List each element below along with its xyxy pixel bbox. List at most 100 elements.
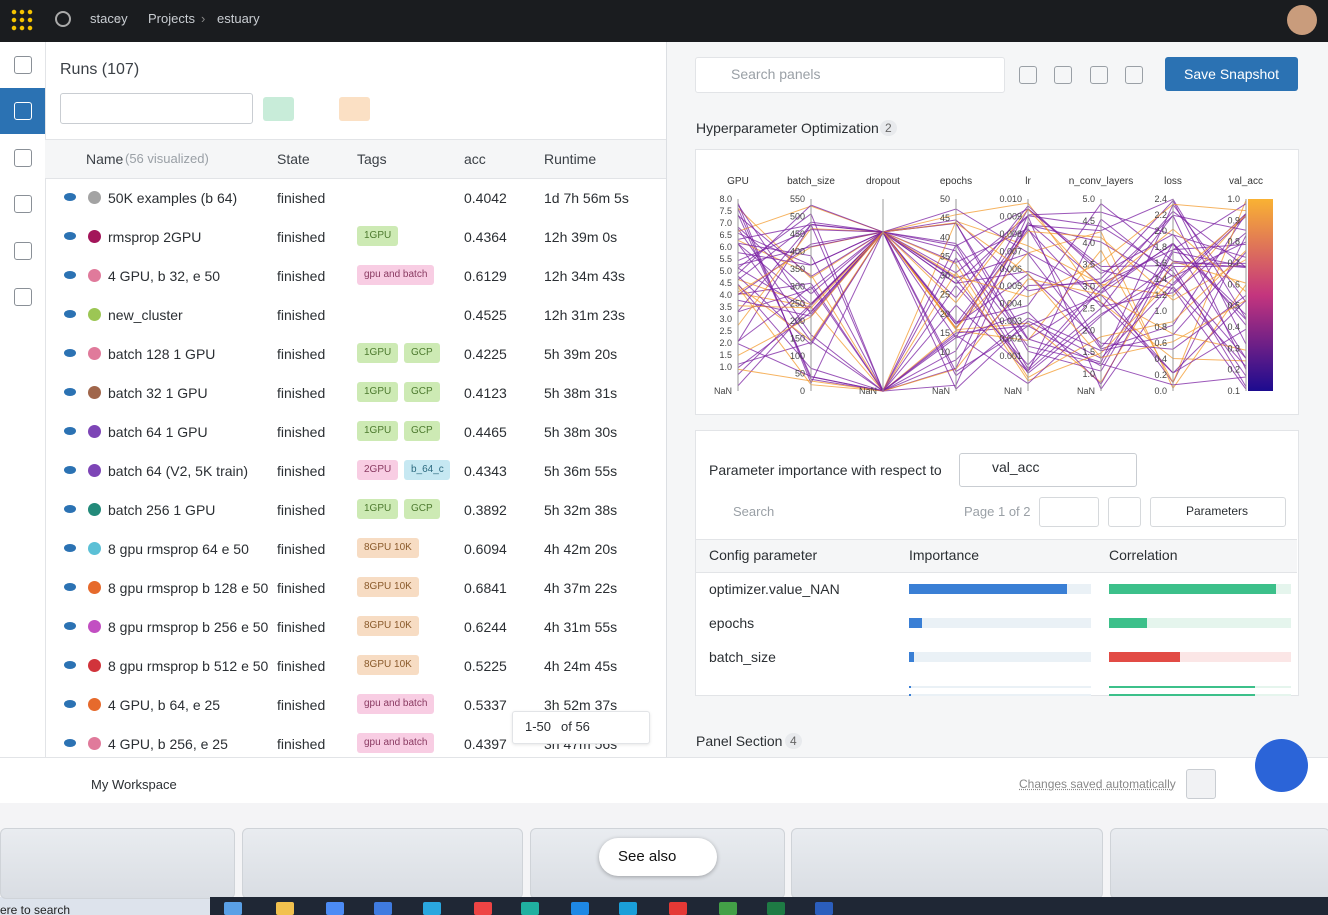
undo-btn[interactable] [1186, 769, 1216, 799]
run-acc: 0.6244 [464, 619, 507, 635]
see-also[interactable]: See also [599, 838, 717, 876]
taskbar-icon[interactable] [423, 902, 441, 915]
taskbar-icon[interactable] [224, 902, 242, 915]
runs-search[interactable] [60, 93, 253, 124]
run-name[interactable]: rmsprop 2GPU [108, 229, 202, 245]
metric-value[interactable]: val_acc [992, 459, 1040, 475]
taskbar-search[interactable]: ere to search [0, 903, 71, 915]
thumbnail[interactable] [1110, 828, 1328, 899]
importance-search[interactable]: Search [733, 504, 775, 519]
eye-icon[interactable] [64, 505, 76, 513]
taskbar-icon[interactable] [571, 902, 589, 915]
section-title[interactable]: Panel Section [696, 733, 783, 749]
search-icon[interactable] [55, 11, 71, 27]
taskbar-icon[interactable] [669, 902, 687, 915]
sidebar-icon[interactable] [14, 288, 32, 306]
avatar[interactable] [1287, 5, 1317, 35]
eye-icon[interactable] [64, 388, 76, 396]
list-btn[interactable] [1108, 497, 1141, 527]
toolbar-icon[interactable] [1125, 66, 1143, 84]
run-name[interactable]: batch 64 (V2, 5K train) [108, 463, 249, 479]
panel-search[interactable] [695, 57, 1005, 93]
eye-icon[interactable] [64, 544, 76, 552]
run-name[interactable]: 8 gpu rmsprop b 256 e 50 [108, 619, 269, 635]
thumbnail[interactable] [0, 828, 235, 899]
eye-icon[interactable] [64, 661, 76, 669]
run-name[interactable]: new_cluster [108, 307, 183, 323]
column-header[interactable]: Config parameter [709, 547, 818, 563]
column-header[interactable]: Correlation [1109, 547, 1178, 563]
track [909, 618, 1091, 628]
breadcrumb[interactable]: Projects [148, 11, 195, 26]
toolbar-icon[interactable] [1054, 66, 1072, 84]
run-name[interactable]: batch 256 1 GPU [108, 502, 216, 518]
run-name[interactable]: batch 32 1 GPU [108, 385, 208, 401]
eye-icon[interactable] [64, 739, 76, 747]
eye-icon[interactable] [64, 466, 76, 474]
decorative-line [737, 208, 1247, 392]
sidebar-icon[interactable] [14, 242, 32, 260]
taskbar-icon[interactable] [521, 902, 539, 915]
taskbar-icon[interactable] [815, 902, 833, 915]
column-header[interactable]: State [277, 151, 310, 167]
eye-icon[interactable] [64, 583, 76, 591]
run-name[interactable]: batch 128 1 GPU [108, 346, 216, 362]
column-header[interactable]: Importance [909, 547, 980, 563]
run-name[interactable]: 4 GPU, b 64, e 25 [108, 697, 221, 713]
run-name[interactable]: 8 gpu rmsprop b 512 e 50 [108, 658, 269, 674]
taskbar-icon[interactable] [374, 902, 392, 915]
sidebar-icon[interactable] [14, 102, 32, 120]
run-name[interactable]: 4 GPU, b 256, e 25 [108, 736, 228, 752]
breadcrumb[interactable]: stacey [90, 11, 128, 26]
run-name[interactable]: 4 GPU, b 32, e 50 [108, 268, 221, 284]
thumbnail[interactable] [242, 828, 523, 899]
eye-icon[interactable] [64, 700, 76, 708]
save-button[interactable]: Save Snapshot [1165, 57, 1298, 91]
logo[interactable] [10, 8, 34, 32]
taskbar-icon[interactable] [719, 902, 737, 915]
eye-icon[interactable] [64, 310, 76, 318]
metric-select[interactable] [959, 453, 1137, 487]
sort-btn[interactable] [339, 97, 370, 121]
column-header[interactable]: Runtime [544, 151, 597, 167]
taskbar-icon[interactable] [767, 902, 785, 915]
run-name[interactable]: 50K examples (b 64) [108, 190, 238, 206]
run-name[interactable]: 8 gpu rmsprop b 128 e 50 [108, 580, 269, 596]
taskbar-icon[interactable] [326, 902, 344, 915]
sidebar-active[interactable] [0, 88, 45, 134]
taskbar-icon[interactable] [619, 902, 637, 915]
run-runtime: 4h 42m 20s [544, 541, 618, 557]
eye-icon[interactable] [64, 193, 76, 201]
prev-next[interactable] [1039, 497, 1099, 527]
sidebar-icon[interactable] [14, 56, 32, 74]
sidebar-icon[interactable] [14, 149, 32, 167]
run-name[interactable]: batch 64 1 GPU [108, 424, 208, 440]
eye-icon[interactable] [64, 271, 76, 279]
taskbar-icon[interactable] [474, 902, 492, 915]
sidebar-icon[interactable] [14, 195, 32, 213]
toolbar-icon[interactable] [1090, 66, 1108, 84]
filter-btn[interactable] [263, 97, 294, 121]
toolbar-icon[interactable] [1019, 66, 1037, 84]
column-header[interactable]: Name [86, 151, 124, 167]
run-acc: 0.4042 [464, 190, 507, 206]
eye-icon[interactable] [64, 427, 76, 435]
column-header[interactable]: Tags [357, 151, 387, 167]
eye-icon[interactable] [64, 622, 76, 630]
breadcrumb[interactable]: estuary [217, 11, 260, 26]
decorative-line [737, 208, 1247, 295]
chat-btn[interactable] [1255, 739, 1308, 792]
tag: 1GPU [357, 499, 399, 519]
pagination-range[interactable]: 1-50 [525, 719, 552, 734]
parameters-btn[interactable] [1150, 497, 1286, 527]
eye-icon[interactable] [64, 349, 76, 357]
importance-heading: Parameter importance with respect to [709, 462, 942, 478]
column-header[interactable]: acc [464, 151, 486, 167]
taskbar-icon[interactable] [276, 902, 294, 915]
axis-tick-label: 0.2 [1154, 370, 1167, 380]
workspace-name[interactable]: My Workspace [91, 777, 177, 792]
section-title[interactable]: Hyperparameter Optimization [696, 120, 879, 136]
parameters-label[interactable]: Parameters [1186, 504, 1249, 518]
run-name[interactable]: 8 gpu rmsprop 64 e 50 [108, 541, 249, 557]
eye-icon[interactable] [64, 232, 76, 240]
